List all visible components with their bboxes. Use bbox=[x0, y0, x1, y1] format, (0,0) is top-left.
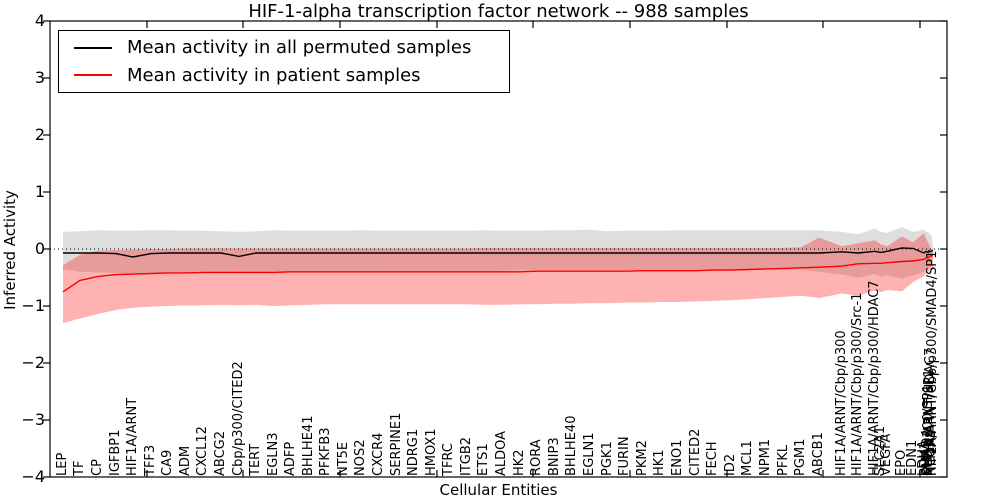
x-tick-label: PGM1 bbox=[793, 438, 808, 476]
patient-mean-line bbox=[62, 255, 933, 293]
x-tick-label: Cbp/p300/CITED2 bbox=[231, 361, 246, 476]
legend-item-patient: Mean activity in patient samples bbox=[59, 65, 509, 86]
x-tick-label: ABCG2 bbox=[213, 430, 228, 476]
x-tick-label: BHLHE40 bbox=[564, 415, 579, 476]
x-tick-label: TFF3 bbox=[143, 444, 158, 476]
x-tick-label: CITED2 bbox=[688, 428, 703, 476]
x-tick-label: CA9 bbox=[160, 449, 175, 476]
legend-label-permuted: Mean activity in all permuted samples bbox=[127, 37, 472, 59]
legend-line-permuted-icon bbox=[74, 46, 112, 49]
patient-range-band bbox=[63, 233, 933, 324]
y-tick-label: 3 bbox=[34, 68, 45, 87]
x-tick-label: ADM bbox=[178, 445, 193, 476]
x-tick-label: ADFP bbox=[283, 441, 298, 476]
x-tick-label: BHLHE41 bbox=[301, 415, 316, 476]
x-tick-label: ALDOA bbox=[494, 430, 509, 476]
x-tick-label: MCL1 bbox=[740, 440, 755, 476]
x-tick-label: ITGB2 bbox=[459, 436, 474, 476]
x-tick-label: NOS2 bbox=[353, 439, 368, 476]
x-tick-label: HIF1A/ARNT bbox=[125, 397, 140, 476]
legend-line-patient-icon bbox=[74, 74, 112, 77]
y-tick-label: −3 bbox=[21, 410, 45, 429]
x-tick-label: PFKFB3 bbox=[318, 427, 333, 476]
x-tick-label: NPM1 bbox=[758, 438, 773, 476]
x-tick-label: HK1 bbox=[652, 449, 667, 476]
x-tick-label: TFRC bbox=[441, 443, 456, 476]
x-tick-label: HMOX1 bbox=[424, 428, 439, 476]
y-tick-label: −2 bbox=[21, 353, 45, 372]
y-tick-label: −1 bbox=[21, 296, 45, 315]
x-tick-label: IGFBP1 bbox=[108, 429, 123, 476]
x-tick-label: PKM2 bbox=[635, 440, 650, 476]
x-tick-label: LEP bbox=[55, 452, 70, 476]
x-tick-label: TF bbox=[72, 460, 87, 476]
y-tick-label: −4 bbox=[21, 467, 45, 486]
legend: Mean activity in all permuted samples Me… bbox=[58, 30, 510, 93]
x-tick-label: HK2 bbox=[512, 449, 527, 476]
x-tick-label: ENO1 bbox=[670, 439, 685, 476]
x-tick-label: EGLN3 bbox=[266, 432, 281, 476]
x-tick-label: VEGFA bbox=[879, 433, 894, 476]
x-tick-label: PGK1 bbox=[600, 441, 615, 476]
y-tick-label: 0 bbox=[34, 239, 45, 258]
x-tick-label: CXCL12 bbox=[195, 426, 210, 476]
x-tick-label: PFKL bbox=[776, 444, 791, 476]
x-tick-label: ETS1 bbox=[476, 443, 491, 476]
x-tick-label: ID2 bbox=[723, 453, 738, 476]
x-tick-label: CP bbox=[90, 459, 105, 476]
x-tick-label: BNIP3 bbox=[547, 437, 562, 476]
x-tick-label: RORA bbox=[529, 439, 544, 476]
x-tick-label: SERPINE1 bbox=[389, 412, 404, 476]
legend-item-permuted: Mean activity in all permuted samples bbox=[59, 37, 509, 58]
x-tick-label: NT5E bbox=[336, 441, 351, 476]
chart-title: HIF-1-alpha transcription factor network… bbox=[248, 1, 749, 22]
x-tick-label: NDRG1 bbox=[406, 428, 421, 476]
x-tick-label: CXCR4 bbox=[371, 432, 386, 476]
y-tick-label: 4 bbox=[34, 11, 45, 30]
x-tick-label: TERT bbox=[248, 443, 263, 476]
permuted-mean-line bbox=[63, 247, 934, 258]
x-tick-label: FURIN bbox=[617, 436, 632, 476]
legend-label-patient: Mean activity in patient samples bbox=[127, 64, 421, 86]
x-tick-label: FECH bbox=[705, 441, 720, 476]
x-tick-label: HIF1A/ARNT/Cbp/p300 bbox=[834, 330, 849, 476]
x-tick-label: ABCB1 bbox=[811, 432, 826, 476]
x-axis-label: Cellular Entities bbox=[439, 481, 558, 499]
y-tick-label: 2 bbox=[34, 125, 45, 144]
x-tick-label: HIF1A/ARNT/Cbp/p300/SMAD4/SP1 bbox=[925, 250, 940, 476]
x-tick-label: HIF1A/ARNT/Cbp/p300/Src-1 bbox=[850, 292, 865, 476]
y-tick-label: 1 bbox=[34, 182, 45, 201]
x-tick-label: EGLN1 bbox=[582, 432, 597, 476]
